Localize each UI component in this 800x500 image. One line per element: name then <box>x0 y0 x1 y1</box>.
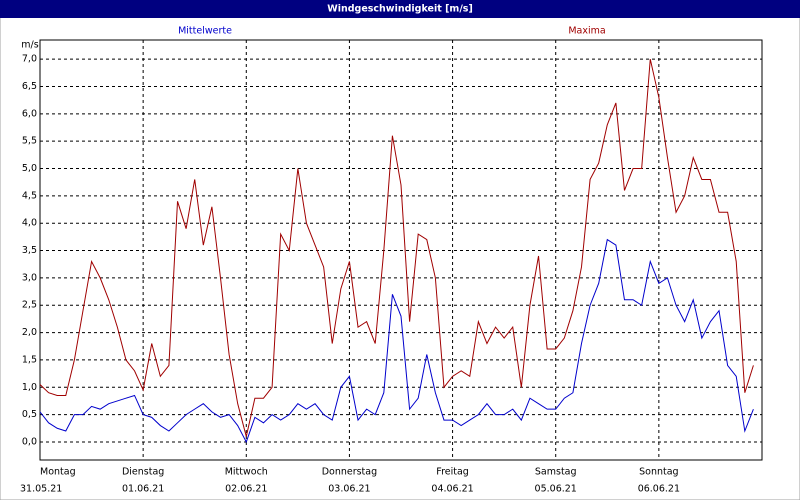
x-tick-date: 03.06.21 <box>328 484 370 495</box>
y-tick-label: 2,5 <box>22 300 37 311</box>
y-tick-label: 6,5 <box>22 81 37 92</box>
x-tick-date: 05.06.21 <box>535 484 577 495</box>
x-tick-label: Montag <box>40 467 76 478</box>
y-tick-label: 4,5 <box>22 190 37 201</box>
y-tick-label: 5,5 <box>22 136 37 147</box>
plot-area <box>39 39 763 461</box>
x-tick-date: 02.06.21 <box>225 484 267 495</box>
x-tick-label: Mittwoch <box>225 467 268 478</box>
y-axis-label: m/s <box>21 40 38 51</box>
x-tick-label: Dienstag <box>122 467 164 478</box>
y-tick-label: 5,0 <box>22 163 37 174</box>
legend-label: Maxima <box>568 26 605 37</box>
y-tick-label: 6,0 <box>22 108 37 119</box>
x-tick-label: Sonntag <box>639 467 678 478</box>
x-tick-date: 06.06.21 <box>638 484 680 495</box>
y-tick-label: 0,0 <box>22 436 37 447</box>
data-line <box>39 238 754 444</box>
x-tick-label: Samstag <box>535 467 577 478</box>
x-tick-label: Donnerstag <box>322 467 377 478</box>
x-tick-date: 01.06.21 <box>122 484 164 495</box>
x-tick-label: Freitag <box>436 467 469 478</box>
title-bar <box>0 0 800 18</box>
legend-label: Mittelwerte <box>178 26 232 37</box>
y-tick-label: 4,0 <box>22 218 37 229</box>
x-tick-date: 04.06.21 <box>431 484 473 495</box>
y-tick-label: 2,0 <box>22 327 37 338</box>
y-tick-label: 1,0 <box>22 382 37 393</box>
data-line <box>39 59 754 437</box>
y-tick-label: 7,0 <box>22 54 37 65</box>
x-tick-date: 31.05.21 <box>20 484 62 495</box>
y-tick-label: 0,5 <box>22 409 37 420</box>
y-tick-label: 1,5 <box>22 354 37 365</box>
y-tick-label: 3,5 <box>22 245 37 256</box>
chart-title: Windgeschwindigkeit [m/s] <box>327 4 473 15</box>
y-tick-label: 3,0 <box>22 272 37 283</box>
